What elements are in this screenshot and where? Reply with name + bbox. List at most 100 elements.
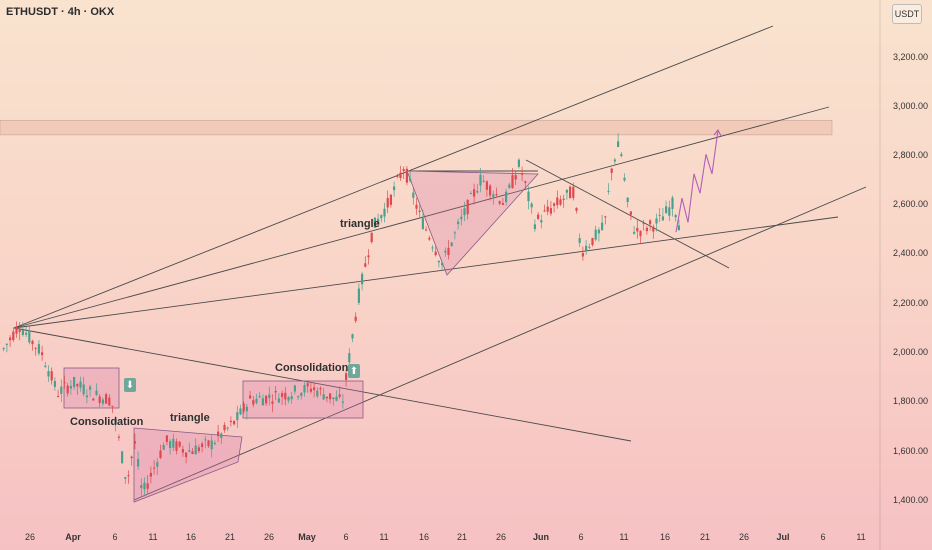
candle-body bbox=[514, 175, 517, 180]
candle-body bbox=[645, 227, 648, 232]
symbol-title: ETHUSDT · 4h · OKX bbox=[6, 6, 115, 18]
time-tick-label: 11 bbox=[619, 532, 629, 542]
candle-body bbox=[492, 194, 495, 198]
projection-path bbox=[675, 129, 719, 233]
candle-body bbox=[559, 199, 562, 205]
candle-body bbox=[485, 181, 488, 190]
candle-body bbox=[117, 436, 120, 438]
candle-body bbox=[261, 398, 264, 406]
candle-body bbox=[383, 208, 386, 217]
candle-body bbox=[31, 340, 34, 345]
candle-body bbox=[556, 197, 559, 206]
candle-body bbox=[405, 168, 408, 183]
candle-body bbox=[329, 393, 332, 400]
time-tick-label: May bbox=[298, 532, 316, 542]
candle-body bbox=[629, 211, 632, 215]
candle-body bbox=[661, 216, 664, 221]
candle-body bbox=[63, 382, 66, 384]
candle-body bbox=[527, 191, 530, 202]
candle-body bbox=[73, 376, 76, 388]
candle-body bbox=[2, 348, 5, 350]
candle-body bbox=[82, 384, 85, 395]
down-arrow-icon: ⬇ bbox=[124, 378, 136, 392]
rising-support-line bbox=[133, 186, 867, 501]
candle-body bbox=[181, 449, 184, 453]
candle-body bbox=[153, 467, 156, 469]
candle-body bbox=[505, 191, 508, 203]
candle-body bbox=[377, 218, 380, 224]
candle-body bbox=[124, 477, 127, 479]
candle-body bbox=[156, 462, 159, 467]
time-tick-label: 26 bbox=[738, 532, 750, 542]
candle-body bbox=[204, 439, 207, 441]
candle-body bbox=[354, 316, 357, 321]
candle-body bbox=[581, 253, 584, 257]
descending-trendline bbox=[13, 327, 632, 442]
candle-body bbox=[604, 216, 607, 218]
candle-body bbox=[41, 352, 44, 356]
time-tick-label: 11 bbox=[856, 532, 866, 542]
currency-badge[interactable]: USDT bbox=[892, 4, 922, 24]
time-tick-label: 16 bbox=[659, 532, 671, 542]
candle-body bbox=[508, 184, 511, 188]
candle-body bbox=[21, 330, 24, 336]
candle-body bbox=[402, 169, 405, 172]
time-tick-label: Jun bbox=[532, 532, 550, 542]
candle-body bbox=[210, 440, 213, 450]
candle-body bbox=[121, 451, 124, 464]
time-tick-label: Apr bbox=[65, 532, 81, 542]
candle-body bbox=[249, 395, 252, 399]
candle-body bbox=[53, 381, 56, 387]
candle-body bbox=[565, 189, 568, 193]
candle-body bbox=[185, 452, 188, 458]
candle-body bbox=[444, 250, 447, 253]
candle-body bbox=[517, 159, 520, 167]
candle-body bbox=[463, 208, 466, 216]
time-tick-label: 26 bbox=[495, 532, 507, 542]
candle-body bbox=[300, 392, 303, 397]
candle-body bbox=[549, 208, 552, 214]
candle-body bbox=[501, 203, 504, 205]
candle-body bbox=[553, 203, 556, 206]
candle-body bbox=[127, 475, 130, 477]
price-tick-label: 2,600.00 bbox=[893, 199, 929, 209]
candle-body bbox=[482, 180, 485, 182]
candle-body bbox=[220, 433, 223, 438]
candle-body bbox=[425, 229, 428, 231]
candle-body bbox=[98, 396, 101, 403]
candle-body bbox=[34, 347, 37, 349]
candle-body bbox=[60, 386, 63, 394]
candle-body bbox=[303, 385, 306, 393]
candle-body bbox=[665, 206, 668, 214]
candle-body bbox=[226, 427, 229, 429]
candle-body bbox=[572, 186, 575, 198]
resistance-zone bbox=[0, 119, 833, 136]
time-tick-label: 6 bbox=[820, 532, 826, 542]
candle-body bbox=[255, 398, 258, 403]
candle-body bbox=[633, 231, 636, 234]
candle-body bbox=[133, 441, 136, 444]
candle-body bbox=[476, 190, 479, 193]
candle-body bbox=[111, 405, 114, 407]
candle-body bbox=[178, 441, 181, 447]
upper-channel-line bbox=[13, 25, 774, 329]
candle-body bbox=[389, 194, 392, 205]
candle-body bbox=[610, 168, 613, 173]
candle-body bbox=[197, 447, 200, 452]
candle-body bbox=[466, 199, 469, 215]
candle-body bbox=[594, 229, 597, 240]
candle-body bbox=[25, 332, 28, 335]
candle-body bbox=[623, 177, 626, 181]
candle-body bbox=[415, 204, 418, 209]
candle-body bbox=[242, 403, 245, 412]
candle-body bbox=[677, 225, 680, 231]
time-tick-label: 6 bbox=[343, 532, 349, 542]
price-tick-label: 3,000.00 bbox=[893, 101, 929, 111]
candle-body bbox=[165, 435, 168, 442]
candle-body bbox=[239, 408, 242, 415]
candle-body bbox=[361, 273, 364, 285]
time-tick-label: Jul bbox=[776, 532, 790, 542]
candle-body bbox=[367, 255, 370, 258]
